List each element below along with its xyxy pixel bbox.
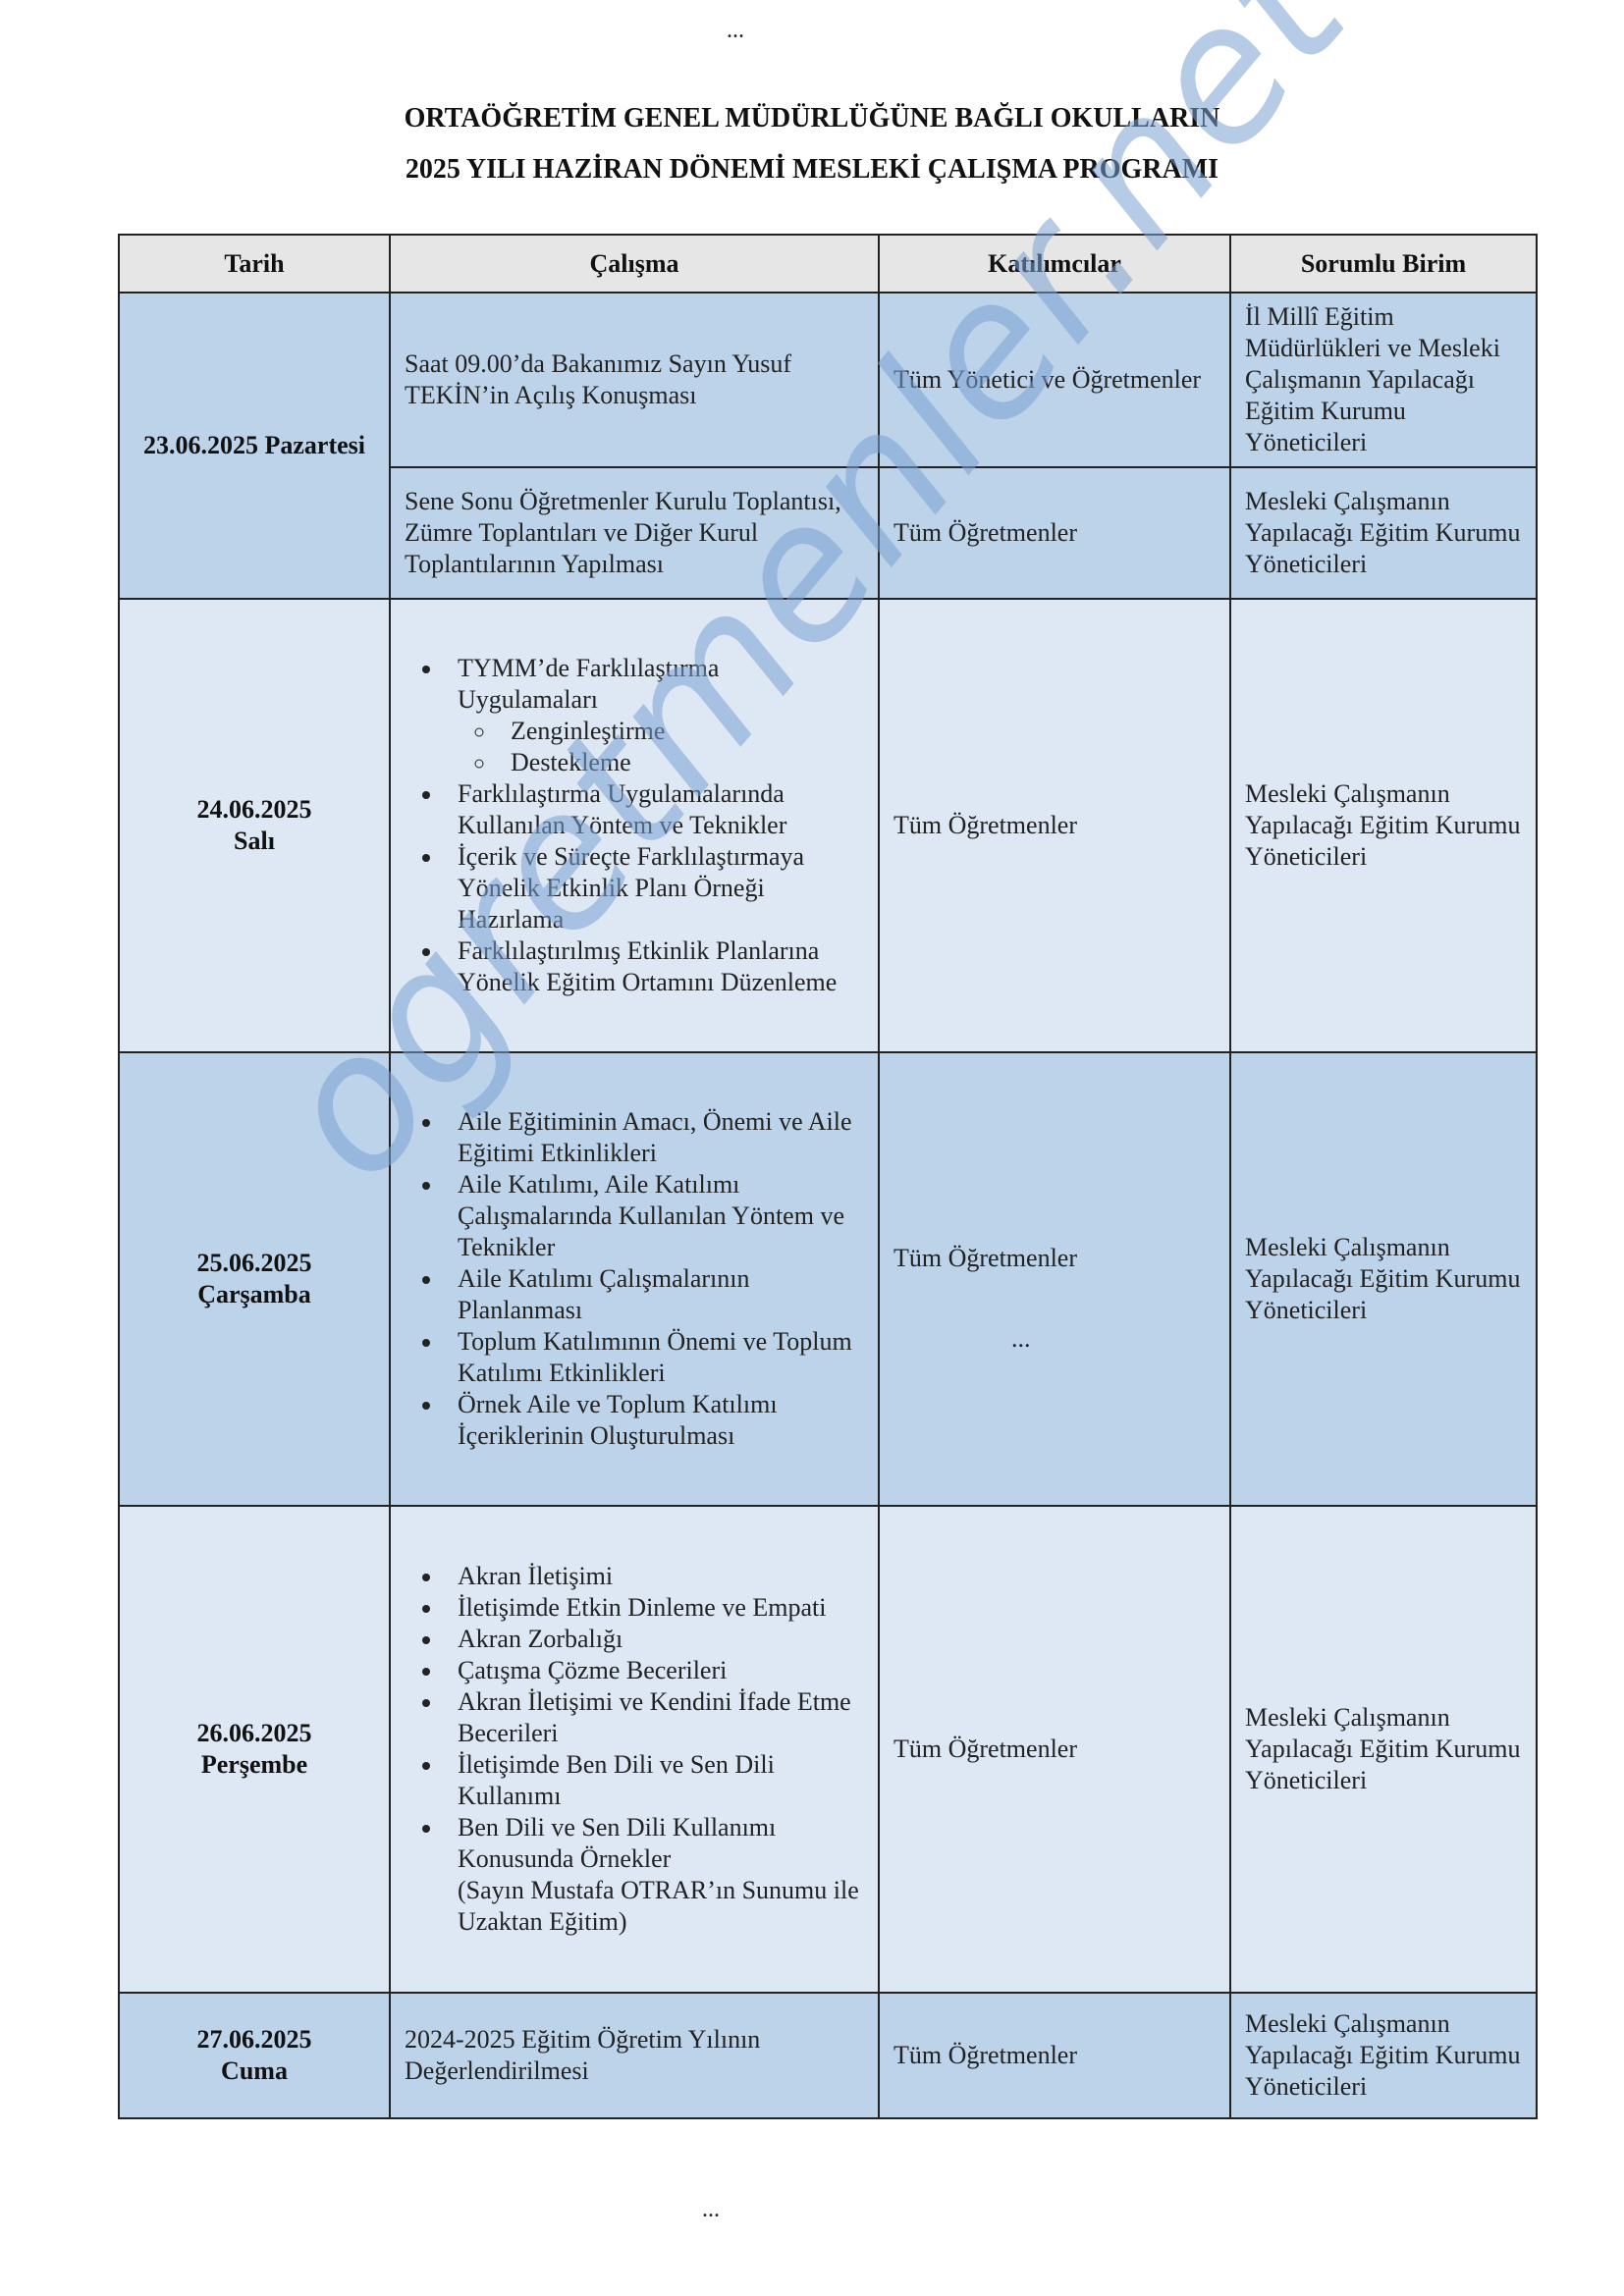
list-item: İletişimde Etkin Dinleme ve Empati [444, 1592, 864, 1624]
participants-text: Tüm Öğretmenler [893, 1244, 1077, 1272]
list-item: Toplum Katılımının Önemi ve Toplum Katıl… [444, 1326, 864, 1389]
header-katilimcilar: Katılımcılar [878, 234, 1231, 294]
topic-list: Akran İletişimi İletişimde Etkin Dinleme… [405, 1561, 864, 1938]
header-sorumlu-birim: Sorumlu Birim [1229, 234, 1538, 294]
list-item: Örnek Aile ve Toplum Katılımı İçerikleri… [444, 1389, 864, 1452]
list-item: Destekleme [497, 747, 864, 778]
table-row: 24.06.2025 Salı TYMM’de Farklılaştırma U… [118, 598, 1538, 1053]
date-cell: 24.06.2025 Salı [118, 598, 391, 1053]
list-item: Ben Dili ve Sen Dili Kullanımı Konusunda… [444, 1812, 864, 1938]
date-cell: 25.06.2025 Çarşamba [118, 1051, 391, 1507]
work-cell: Aile Eğitiminin Amacı, Önemi ve Aile Eği… [389, 1051, 880, 1507]
list-item: Zenginleştirme [497, 716, 864, 747]
table-row: Sene Sonu Öğretmenler Kurulu Toplantısı,… [119, 466, 1538, 600]
participants-cell: Tüm Öğretmenler [878, 1505, 1231, 1994]
table-header-row: Tarih Çalışma Katılımcılar Sorumlu Birim [118, 234, 1538, 294]
list-item: Aile Eğitiminin Amacı, Önemi ve Aile Eği… [444, 1106, 864, 1169]
program-table: Tarih Çalışma Katılımcılar Sorumlu Birim… [118, 234, 1538, 2119]
responsible-cell: Mesleki Çalışmanın Yapılacağı Eğitim Kur… [1229, 598, 1538, 1053]
list-item: İletişimde Ben Dili ve Sen Dili Kullanım… [444, 1749, 864, 1812]
list-item: Farklılaştırılmış Etkinlik Planlarına Yö… [444, 935, 864, 998]
list-item: TYMM’de Farklılaştırma Uygulamaları Zeng… [444, 653, 864, 778]
table-row: 23.06.2025 Pazartesi Saat 09.00’da Bakan… [118, 292, 1538, 600]
date-text: 25.06.2025 [196, 1249, 312, 1277]
date-cell: 27.06.2025 Cuma [118, 1992, 391, 2119]
table-row: 26.06.2025 Perşembe Akran İletişimi İlet… [118, 1505, 1538, 1994]
list-item: Akran Zorbalığı [444, 1624, 864, 1655]
participants-cell: Tüm Öğretmenler [878, 1992, 1231, 2119]
list-item: Akran İletişimi [444, 1561, 864, 1592]
responsible-cell: Mesleki Çalışmanın Yapılacağı Eğitim Kur… [1229, 1505, 1538, 1994]
responsible-cell: Mesleki Çalışmanın Yapılacağı Eğitim Kur… [1229, 1992, 1538, 2119]
date-text: 23.06.2025 Pazartesi [142, 431, 365, 459]
header-tarih: Tarih [118, 234, 391, 294]
weekday-text: Perşembe [200, 1750, 308, 1779]
date-cell: 23.06.2025 Pazartesi [118, 292, 391, 600]
date-text: 27.06.2025 [196, 2025, 312, 2054]
weekday-text: Çarşamba [197, 1280, 311, 1308]
list-item: Aile Katılımı Çalışmalarının Planlanması [444, 1263, 864, 1326]
work-cell: Akran İletişimi İletişimde Etkin Dinleme… [389, 1505, 880, 1994]
list-item: Aile Katılımı, Aile Katılımı Çalışmaları… [444, 1169, 864, 1263]
responsible-cell: İl Millî Eğitim Müdürlükleri ve Mesleki … [1229, 292, 1538, 468]
responsible-cell: Mesleki Çalışmanın Yapılacağı Eğitim Kur… [1229, 466, 1538, 600]
date-text: 26.06.2025 [196, 1719, 312, 1747]
title-line-2: 2025 YILI HAZİRAN DÖNEMİ MESLEKİ ÇALIŞMA… [405, 154, 1219, 185]
session-note: (Sayın Mustafa OTRAR’ın Sunumu ile Uzakt… [458, 1876, 859, 1936]
date-text: 24.06.2025 [196, 795, 312, 824]
participants-cell: Tüm Öğretmenler ... [878, 1051, 1231, 1507]
bottom-ellipsis: ... [702, 2197, 720, 2222]
work-cell: 2024-2025 Eğitim Öğretim Yılının Değerle… [389, 1992, 880, 2119]
document-title: ORTAÖĞRETİM GENEL MÜDÜRLÜĞÜNE BAĞLI OKUL… [0, 93, 1624, 195]
header-calisma: Çalışma [389, 234, 880, 294]
topic-list: Aile Eğitiminin Amacı, Önemi ve Aile Eği… [405, 1106, 864, 1452]
weekday-text: Cuma [221, 2056, 288, 2085]
list-item: Farklılaştırma Uygulamalarında Kullanıla… [444, 778, 864, 841]
weekday-text: Salı [234, 827, 275, 855]
topic-list: TYMM’de Farklılaştırma Uygulamaları Zeng… [405, 653, 864, 998]
title-line-1: ORTAÖĞRETİM GENEL MÜDÜRLÜĞÜNE BAĞLI OKUL… [404, 103, 1220, 133]
table-row: 27.06.2025 Cuma 2024-2025 Eğitim Öğretim… [118, 1992, 1538, 2119]
sub-topic-list: Zenginleştirme Destekleme [458, 716, 864, 778]
top-ellipsis: ... [727, 18, 744, 43]
participants-ellipsis: ... [1011, 1324, 1031, 1353]
table-row: 25.06.2025 Çarşamba Aile Eğitiminin Amac… [118, 1051, 1538, 1507]
work-cell: TYMM’de Farklılaştırma Uygulamaları Zeng… [389, 598, 880, 1053]
date-cell: 26.06.2025 Perşembe [118, 1505, 391, 1994]
responsible-cell: Mesleki Çalışmanın Yapılacağı Eğitim Kur… [1229, 1051, 1538, 1507]
work-cell: Saat 09.00’da Bakanımız Sayın Yusuf TEKİ… [389, 292, 880, 468]
participants-cell: Tüm Öğretmenler [878, 466, 1231, 600]
list-item: İçerik ve Süreçte Farklılaştırmaya Yönel… [444, 841, 864, 935]
participants-cell: Tüm Yönetici ve Öğretmenler [878, 292, 1231, 468]
list-item: Akran İletişimi ve Kendini İfade Etme Be… [444, 1686, 864, 1749]
work-cell: Sene Sonu Öğretmenler Kurulu Toplantısı,… [389, 466, 880, 600]
list-item: Çatışma Çözme Becerileri [444, 1655, 864, 1686]
participants-cell: Tüm Öğretmenler [878, 598, 1231, 1053]
